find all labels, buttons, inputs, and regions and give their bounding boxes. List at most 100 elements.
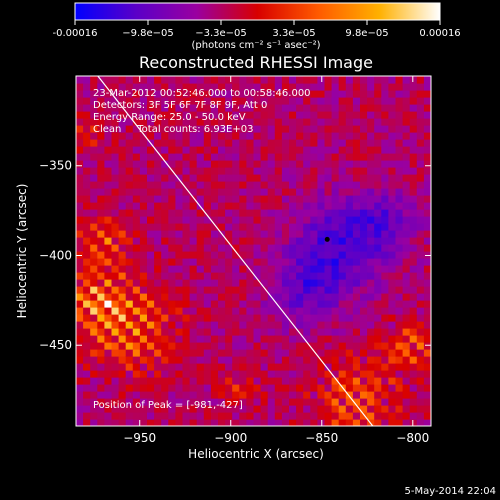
heatmap-cell xyxy=(168,160,176,168)
heatmap-cell xyxy=(360,153,368,161)
heatmap-cell xyxy=(395,90,404,98)
heatmap-cell xyxy=(239,244,247,252)
heatmap-cell xyxy=(168,153,176,161)
heatmap-cell xyxy=(83,160,91,168)
heatmap-cell xyxy=(218,300,226,308)
heatmap-cell xyxy=(267,342,276,350)
heatmap-cell xyxy=(147,76,155,84)
heatmap-cell xyxy=(360,76,368,84)
heatmap-cell xyxy=(416,321,425,329)
heatmap-cell xyxy=(281,335,290,343)
heatmap-cell xyxy=(310,384,318,392)
heatmap-cell xyxy=(395,342,404,350)
heatmap-cell xyxy=(395,398,404,406)
heatmap-cell xyxy=(260,370,269,378)
heatmap-cell xyxy=(232,111,240,119)
heatmap-cell xyxy=(104,118,113,126)
heatmap-cell xyxy=(338,356,347,364)
heatmap-cell xyxy=(225,111,233,119)
heatmap-cell xyxy=(118,419,127,426)
heatmap-cell xyxy=(125,356,134,364)
heatmap-cell xyxy=(317,181,326,189)
heatmap-cell xyxy=(367,111,375,119)
heatmap-cell xyxy=(125,321,134,329)
heatmap-cell xyxy=(83,223,91,231)
heatmap-cell xyxy=(274,412,283,420)
heatmap-cell xyxy=(161,258,169,266)
heatmap-cell xyxy=(97,188,105,196)
heatmap-cell xyxy=(367,139,375,147)
heatmap-cell xyxy=(331,237,340,245)
heatmap-cell xyxy=(175,216,184,224)
heatmap-cell xyxy=(260,160,269,168)
heatmap-cell xyxy=(274,314,283,322)
heatmap-cell xyxy=(118,139,127,147)
heatmap-cell xyxy=(345,97,354,105)
heatmap-cell xyxy=(303,251,311,259)
heatmap-cell xyxy=(76,328,84,336)
heatmap-cell xyxy=(381,377,389,385)
heatmap-cell xyxy=(381,167,389,175)
heatmap-cell xyxy=(409,216,418,224)
heatmap-cell xyxy=(118,181,127,189)
heatmap-cell xyxy=(83,314,91,322)
heatmap-cell xyxy=(218,97,226,105)
heatmap-cell xyxy=(196,279,205,287)
heatmap-cell xyxy=(289,139,297,147)
heatmap-cell xyxy=(147,230,155,238)
heatmap-cell xyxy=(125,363,134,371)
heatmap-cell xyxy=(303,132,311,140)
heatmap-cell xyxy=(125,279,134,287)
heatmap-cell xyxy=(409,160,418,168)
heatmap-cell xyxy=(168,209,176,217)
heatmap-cell xyxy=(303,216,311,224)
heatmap-cell xyxy=(260,307,269,315)
heatmap-cell xyxy=(111,279,120,287)
heatmap-cell xyxy=(232,272,240,280)
heatmap-cell xyxy=(303,391,311,399)
heatmap-cell xyxy=(76,76,84,84)
heatmap-cell xyxy=(111,118,120,126)
heatmap-cell xyxy=(381,160,389,168)
heatmap-cell xyxy=(90,132,98,140)
heatmap-cell xyxy=(139,265,148,273)
heatmap-cell xyxy=(246,286,255,294)
heatmap-cell xyxy=(111,307,120,315)
heatmap-cell xyxy=(324,244,333,252)
heatmap-cell xyxy=(253,104,262,112)
heatmap-cell xyxy=(345,209,354,217)
heatmap-cell xyxy=(352,153,361,161)
heatmap-cell xyxy=(296,223,304,231)
heatmap-cell xyxy=(90,237,98,245)
heatmap-cell xyxy=(239,76,247,84)
heatmap-cell xyxy=(296,83,304,91)
heatmap-cell xyxy=(83,174,91,182)
heatmap-cell xyxy=(203,419,212,426)
heatmap-cell xyxy=(409,265,418,273)
heatmap-cell xyxy=(232,412,240,420)
heatmap-cell xyxy=(360,419,368,426)
heatmap-cell xyxy=(232,307,240,315)
heatmap-cell xyxy=(317,125,326,133)
heatmap-cell xyxy=(118,328,127,336)
heatmap-cell xyxy=(76,216,84,224)
heatmap-cell xyxy=(303,265,311,273)
heatmap-cell xyxy=(118,265,127,273)
heatmap-cell xyxy=(281,237,290,245)
heatmap-cell xyxy=(352,167,361,175)
heatmap-cell xyxy=(317,377,326,385)
heatmap-cell xyxy=(253,160,262,168)
heatmap-cell xyxy=(253,146,262,154)
heatmap-cell xyxy=(104,272,113,280)
heatmap-cell xyxy=(175,314,184,322)
heatmap-cell xyxy=(196,139,205,147)
heatmap-cell xyxy=(161,181,169,189)
heatmap-cell xyxy=(139,97,148,105)
heatmap-cell xyxy=(225,258,233,266)
heatmap-cell xyxy=(125,90,134,98)
heatmap-cell xyxy=(83,167,91,175)
heatmap-cell xyxy=(367,307,375,315)
heatmap-cell xyxy=(260,384,269,392)
heatmap-cell xyxy=(317,258,326,266)
heatmap-cell xyxy=(83,370,91,378)
